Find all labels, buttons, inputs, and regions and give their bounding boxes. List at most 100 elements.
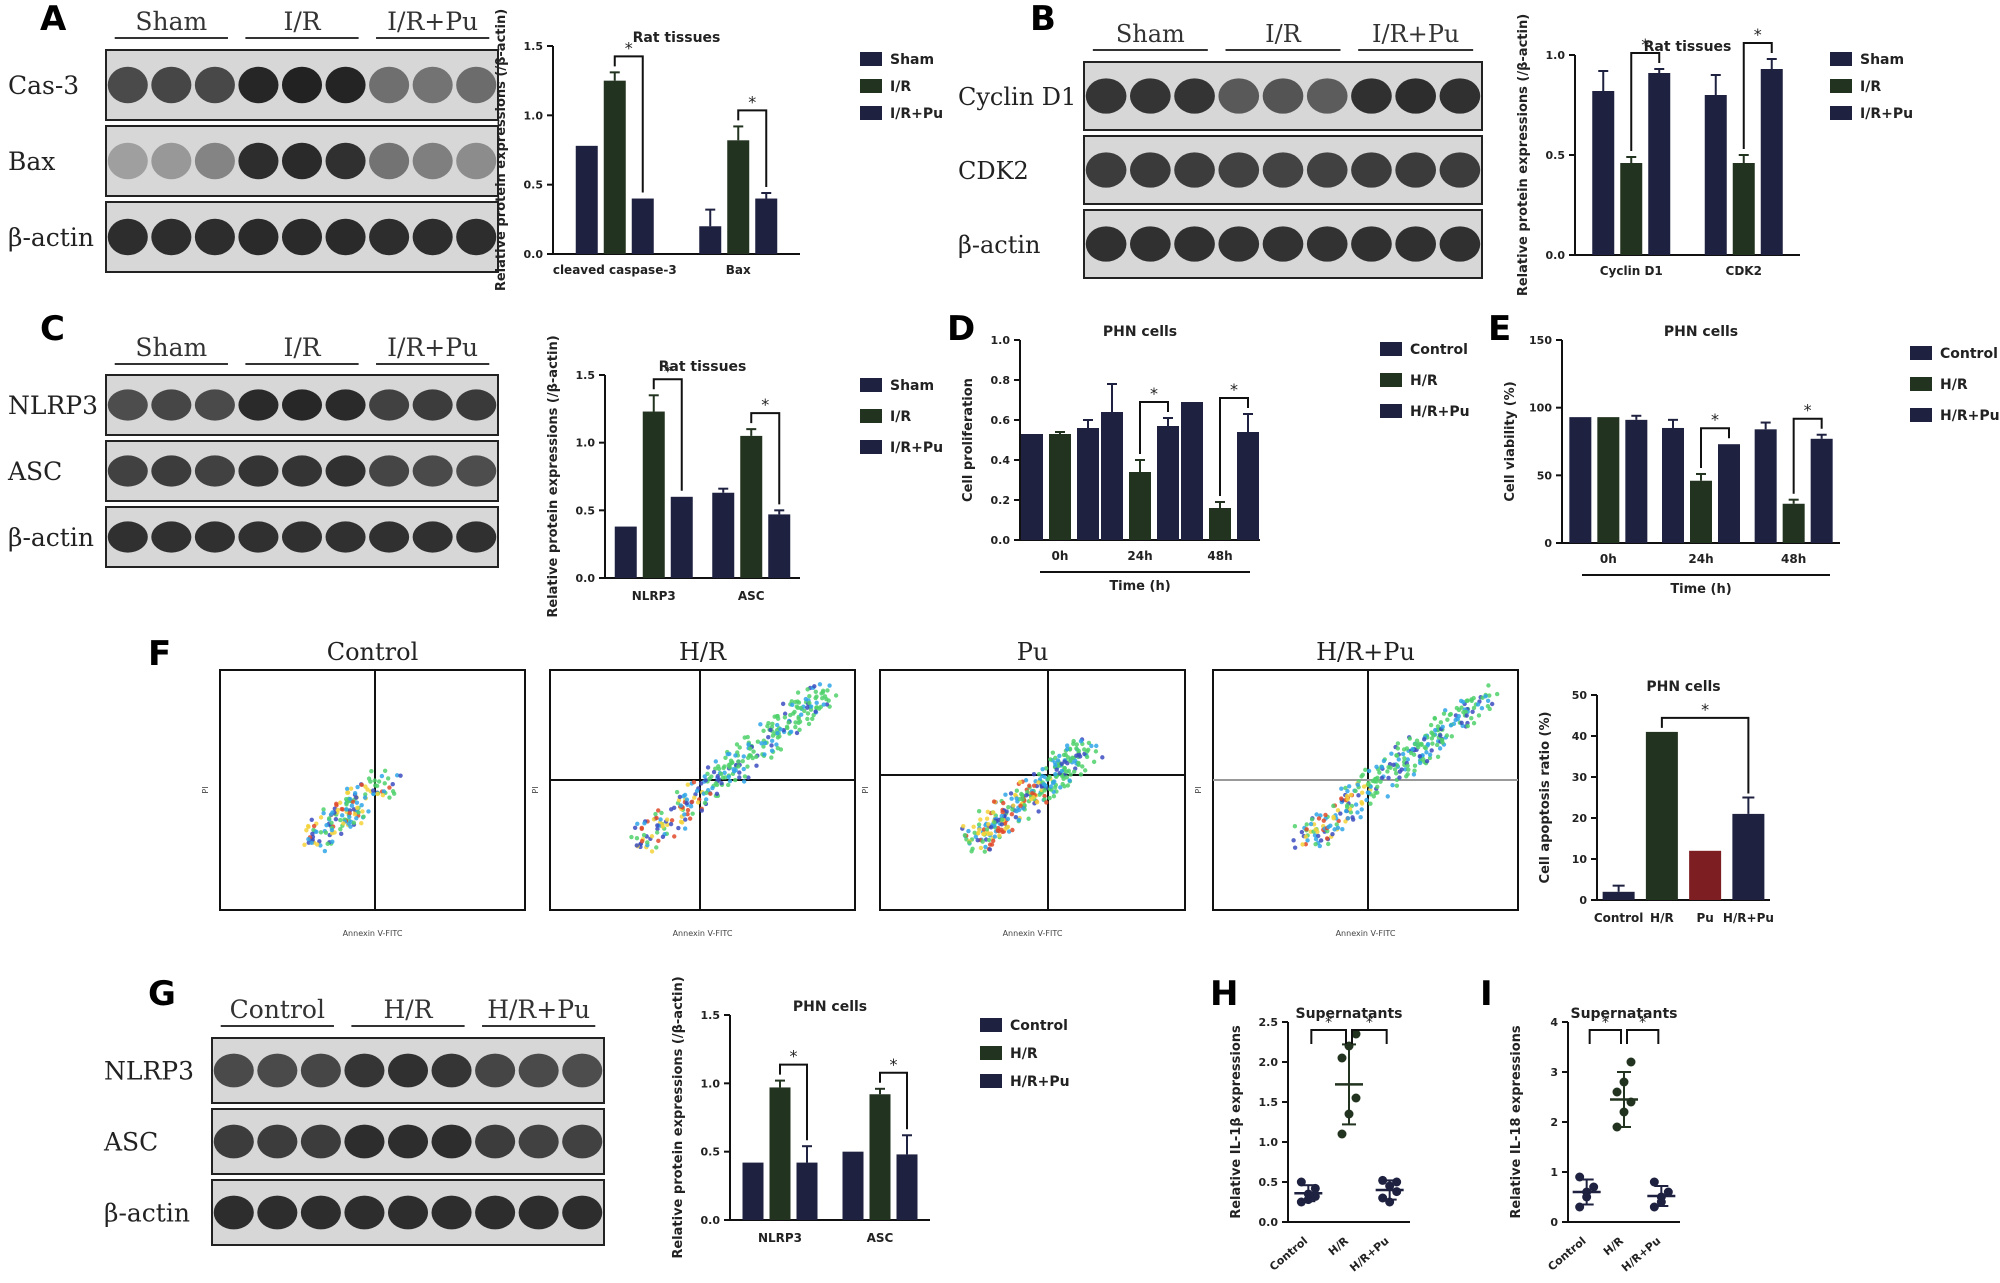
blot-row-label: NLRP3 [8, 391, 98, 420]
flow-event [1359, 801, 1365, 806]
bar-chart-c: 0.0 0.5 1.0 1.5 Rat tissues Relative protein … [546, 335, 943, 617]
flow-event [355, 784, 360, 790]
legend-swatch [860, 378, 882, 392]
blot-band [412, 455, 453, 487]
bar-e-hrpu [1810, 438, 1833, 543]
flow-event [674, 789, 680, 795]
blot-band [107, 389, 148, 421]
flow-event [737, 770, 742, 775]
flow-event [1041, 782, 1047, 787]
flow-event [741, 754, 746, 759]
flow-event [799, 712, 804, 717]
y-tick-label: 3 [1550, 1066, 1558, 1079]
flow-event [688, 804, 694, 809]
legend-swatch [860, 106, 882, 120]
flow-event [1001, 800, 1006, 806]
blot-row-label: ASC [7, 457, 62, 486]
flow-event [716, 777, 722, 782]
flow-event [1427, 755, 1433, 761]
flow-event [1094, 743, 1099, 749]
bar-e-control [1754, 429, 1777, 543]
flow-event [713, 781, 719, 786]
blot-band [257, 1195, 298, 1230]
flow-event [691, 779, 697, 785]
flow-event [1010, 807, 1015, 812]
bar-a-sham [575, 145, 598, 254]
flow-event [768, 727, 773, 733]
flow-event [685, 811, 690, 817]
flow-event [805, 716, 810, 722]
flow-event [1048, 784, 1054, 789]
y-tick-label: 4 [1550, 1016, 1558, 1029]
flow-event [1072, 769, 1077, 774]
blot-band [369, 218, 410, 256]
flow-event [1363, 767, 1368, 773]
flow-event [1385, 769, 1390, 774]
blot-band [369, 455, 410, 487]
blot-band [257, 1124, 298, 1159]
flow-event [1030, 791, 1035, 796]
blot-band [281, 66, 323, 104]
blot-band [213, 1124, 254, 1159]
flow-y-axis-label: PI [201, 786, 210, 793]
x-tick-label: Control [1267, 1234, 1310, 1273]
y-tick-label: 1.0 [991, 334, 1011, 347]
flow-event [786, 720, 791, 725]
flow-event [682, 826, 688, 831]
flow-event [734, 742, 740, 747]
flow-event [1404, 746, 1410, 751]
blot-band [1439, 152, 1481, 188]
blot-band [412, 66, 453, 104]
y-tick-label: 0.0 [1259, 1216, 1279, 1229]
bar-f-hrpu [1732, 813, 1765, 900]
flow-event [1055, 758, 1061, 763]
legend-swatch [1830, 79, 1852, 93]
flow-event [324, 822, 329, 828]
significance-star: * [1230, 380, 1238, 399]
flow-event [745, 734, 750, 740]
flow-event [344, 786, 350, 791]
flow-event [1406, 767, 1411, 772]
flow-event [1321, 818, 1326, 823]
flow-event [1040, 766, 1045, 772]
x-tick-label: 0h [1052, 549, 1069, 563]
y-tick-label: 100 [1529, 402, 1552, 415]
blot-band [1351, 226, 1392, 262]
flow-event [704, 790, 709, 795]
flow-event [991, 799, 997, 804]
flow-event [747, 746, 753, 751]
blot-row-label: β-actin [8, 523, 94, 552]
bar-c-sham [614, 526, 637, 578]
blot-band [369, 66, 410, 104]
flow-event [1345, 816, 1351, 821]
flow-event [711, 769, 717, 775]
blot-band [412, 389, 453, 421]
blot-band [281, 521, 323, 553]
flow-event [1066, 768, 1072, 774]
flow-event [373, 783, 378, 788]
significance-bracket [879, 1071, 908, 1130]
blot-band [412, 521, 453, 553]
blot-band [238, 218, 279, 256]
blot-band [1174, 78, 1215, 114]
flow-event [349, 803, 355, 808]
flow-event [339, 831, 344, 837]
flow-event [347, 811, 352, 816]
flow-event [1084, 749, 1090, 754]
chart-title: Rat tissues [1644, 39, 1732, 55]
flow-event [1077, 754, 1083, 759]
flow-event [808, 704, 814, 709]
x-tick-label: H/R+Pu [1347, 1234, 1391, 1274]
flow-event [690, 811, 695, 816]
significance-star: * [1325, 1015, 1332, 1031]
flow-event [1064, 746, 1070, 752]
flow-event [1003, 792, 1008, 797]
flow-event [699, 808, 704, 813]
flow-event [660, 824, 666, 829]
blot-band [194, 521, 235, 553]
flow-event [1084, 754, 1090, 760]
bar-e-control [1662, 427, 1684, 543]
flow-event [685, 807, 691, 813]
flow-event [338, 826, 343, 832]
flow-event [1395, 763, 1400, 768]
